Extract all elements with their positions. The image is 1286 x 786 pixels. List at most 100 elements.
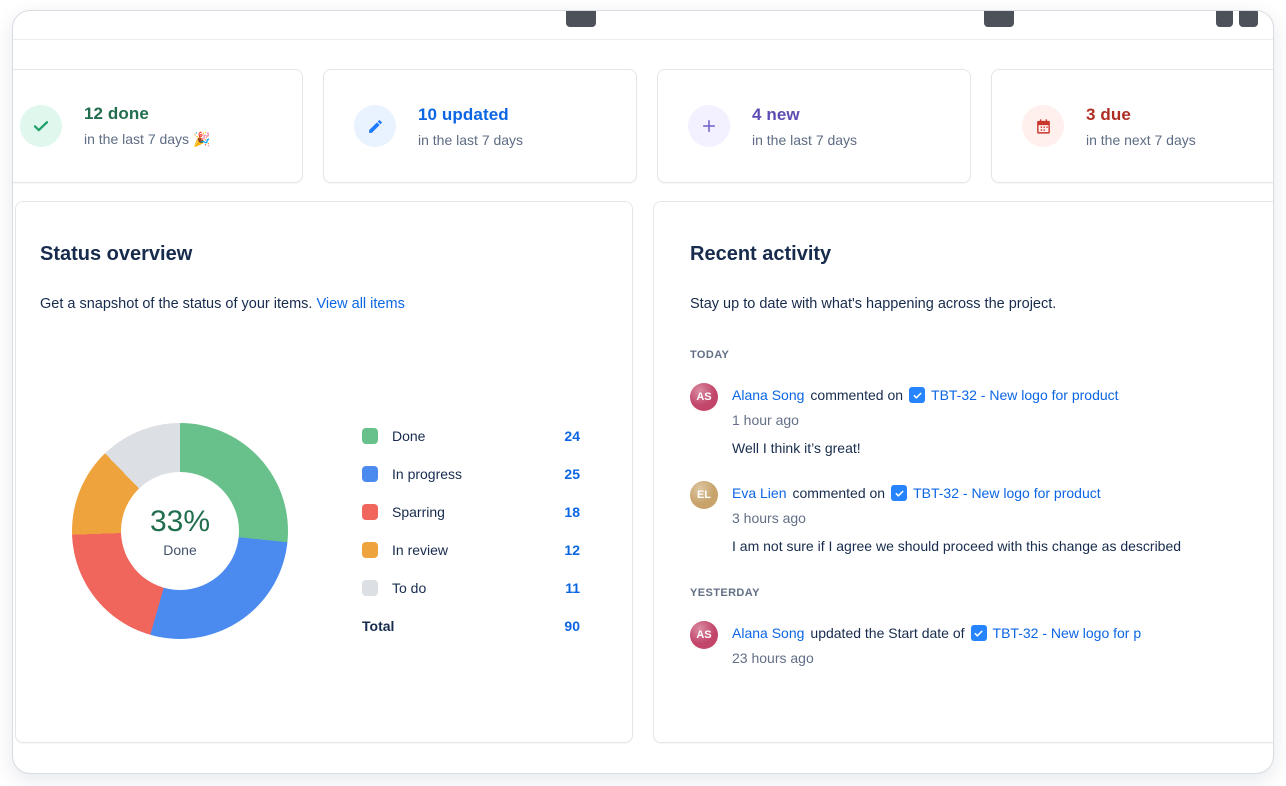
cropped-ui-fragment (566, 11, 596, 27)
activity-item: AS Alana Song updated the Start date of … (690, 621, 1256, 666)
issue-link-label: TBT-32 - New logo for p (992, 625, 1142, 641)
user-link-alana-song[interactable]: Alana Song (732, 625, 805, 641)
check-icon-glyph (32, 117, 50, 135)
activity-action: commented on (792, 485, 886, 501)
stat-subtitle-new: in the last 7 days (752, 131, 858, 148)
issue-link-tbt-32[interactable]: TBT-32 - New logo for product (891, 485, 1101, 501)
donut-chart[interactable]: 33% Done (72, 423, 288, 639)
cropped-ui-fragment (984, 11, 1014, 27)
task-type-icon (909, 387, 926, 403)
stat-subtitle-due: in the next 7 days (1086, 131, 1196, 148)
legend-label-in-progress: In progress (392, 466, 463, 482)
legend-label-sparring: Sparring (392, 504, 445, 520)
activity-time: 23 hours ago (732, 650, 814, 666)
activity-line: Alana Song updated the Start date of TBT… (732, 625, 1141, 641)
user-link-eva-lien[interactable]: Eva Lien (732, 485, 787, 501)
plus-icon (688, 105, 730, 147)
legend-label-in-review: In review (392, 542, 449, 558)
pencil-icon-glyph (367, 118, 384, 135)
avatar-alana-song[interactable]: AS (690, 621, 718, 649)
legend-row-in-progress[interactable]: In progress 25 (362, 455, 580, 493)
legend-value-to-do[interactable]: 11 (565, 580, 580, 596)
recent-activity-description: Stay up to date with what's happening ac… (690, 296, 1057, 312)
activity-body: Alana Song updated the Start date of TBT… (732, 621, 1141, 666)
stat-card-new: 4 new in the last 7 days (657, 69, 971, 183)
stat-value-new: 4 new (752, 104, 800, 124)
legend-row-done[interactable]: Done 24 (362, 417, 580, 455)
status-overview-description-text: Get a snapshot of the status of your ite… (40, 296, 313, 312)
activity-comment: Well I think it’s great! (732, 440, 861, 456)
legend-value-in-progress[interactable]: 25 (564, 466, 580, 482)
legend-swatch-in-review (362, 542, 378, 558)
issue-link-tbt-32[interactable]: TBT-32 - New logo for p (970, 625, 1142, 641)
activity-action: commented on (810, 387, 904, 403)
stat-subtitle-updated: in the last 7 days (418, 131, 524, 148)
task-type-icon (891, 485, 908, 501)
status-overview-card: Status overview Get a snapshot of the st… (15, 201, 633, 743)
stat-value-done: 12 done (84, 104, 149, 123)
activity-body: Alana Song commented on TBT-32 - New log… (732, 383, 1119, 459)
calendar-icon (1022, 105, 1064, 147)
legend-row-in-review[interactable]: In review 12 (362, 531, 580, 569)
view-all-items-link[interactable]: View all items (316, 296, 405, 312)
stats-row: 12 done in the last 7 days 🎉 10 updated … (13, 69, 1273, 183)
pencil-icon (354, 105, 396, 147)
avatar-alana-song[interactable]: AS (690, 383, 718, 411)
user-link-alana-song[interactable]: Alana Song (732, 387, 805, 403)
donut-center-label: Done (163, 541, 197, 558)
avatar-eva-lien[interactable]: EL (690, 481, 718, 509)
stat-subtitle-done: in the last 7 days 🎉 (84, 131, 211, 147)
donut-center: 33% Done (121, 472, 239, 590)
legend-value-total[interactable]: 90 (564, 618, 580, 634)
status-overview-title: Status overview (40, 243, 193, 265)
recent-activity-title: Recent activity (690, 243, 832, 265)
top-divider (13, 39, 1273, 40)
legend-swatch-to-do (362, 580, 378, 596)
stat-card-updated: 10 updated in the last 7 days (323, 69, 637, 183)
calendar-icon-glyph (1035, 118, 1052, 135)
issue-link-tbt-32[interactable]: TBT-32 - New logo for product (909, 387, 1119, 403)
legend-row-total: Total 90 (362, 607, 580, 645)
issue-link-label: TBT-32 - New logo for product (931, 387, 1119, 403)
legend-label-total: Total (362, 618, 395, 634)
check-icon (20, 105, 62, 147)
donut-percentage: 33% (149, 504, 211, 538)
chart-legend: Done 24 In progress 25 Sparring 18 (362, 417, 580, 645)
activity-group-yesterday: YESTERDAY (690, 587, 760, 599)
status-overview-description: Get a snapshot of the status of your ite… (40, 296, 608, 313)
activity-group-today: TODAY (690, 349, 730, 361)
activity-line: Eva Lien commented on TBT-32 - New logo … (732, 485, 1181, 501)
issue-link-label: TBT-32 - New logo for product (913, 485, 1101, 501)
activity-item: EL Eva Lien commented on TBT-32 - New lo… (690, 481, 1256, 557)
stat-value-updated: 10 updated (418, 104, 509, 124)
project-summary-page: 12 done in the last 7 days 🎉 10 updated … (12, 10, 1274, 774)
legend-label-done: Done (392, 428, 426, 444)
activity-time: 3 hours ago (732, 510, 806, 526)
cropped-ui-fragment (1239, 11, 1258, 27)
activity-comment: I am not sure if I agree we should proce… (732, 538, 1182, 554)
status-chart-area: 33% Done Done 24 In progress (40, 417, 608, 645)
legend-row-to-do[interactable]: To do 11 (362, 569, 580, 607)
legend-row-sparring[interactable]: Sparring 18 (362, 493, 580, 531)
cropped-ui-fragment (1216, 11, 1233, 27)
legend-value-in-review[interactable]: 12 (564, 542, 580, 558)
legend-swatch-done (362, 428, 378, 444)
activity-line: Alana Song commented on TBT-32 - New log… (732, 387, 1119, 403)
recent-activity-card: Recent activity Stay up to date with wha… (653, 201, 1273, 743)
stat-card-due: 3 due in the next 7 days (991, 69, 1273, 183)
task-type-icon (970, 625, 987, 641)
activity-body: Eva Lien commented on TBT-32 - New logo … (732, 481, 1181, 557)
activity-action: updated the Start date of (810, 625, 965, 641)
activity-item: AS Alana Song commented on TBT-32 - New … (690, 383, 1256, 459)
legend-value-done[interactable]: 24 (564, 428, 580, 444)
plus-icon-glyph (700, 117, 718, 135)
activity-time: 1 hour ago (732, 412, 799, 428)
legend-swatch-in-progress (362, 466, 378, 482)
legend-label-to-do: To do (392, 580, 427, 596)
stat-value-due: 3 due (1086, 104, 1131, 124)
legend-swatch-sparring (362, 504, 378, 520)
main-row: Status overview Get a snapshot of the st… (15, 201, 1273, 743)
legend-value-sparring[interactable]: 18 (564, 504, 580, 520)
stat-card-done: 12 done in the last 7 days 🎉 (13, 69, 303, 183)
